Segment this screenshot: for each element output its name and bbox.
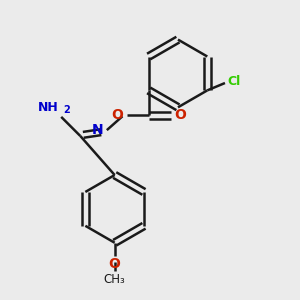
Text: NH: NH <box>38 101 59 114</box>
Text: O: O <box>109 257 121 272</box>
Text: O: O <box>174 107 186 122</box>
Text: CH₃: CH₃ <box>104 273 125 286</box>
Text: O: O <box>111 107 123 122</box>
Text: Cl: Cl <box>227 75 241 88</box>
Text: 2: 2 <box>64 105 70 116</box>
Text: N: N <box>92 123 103 137</box>
